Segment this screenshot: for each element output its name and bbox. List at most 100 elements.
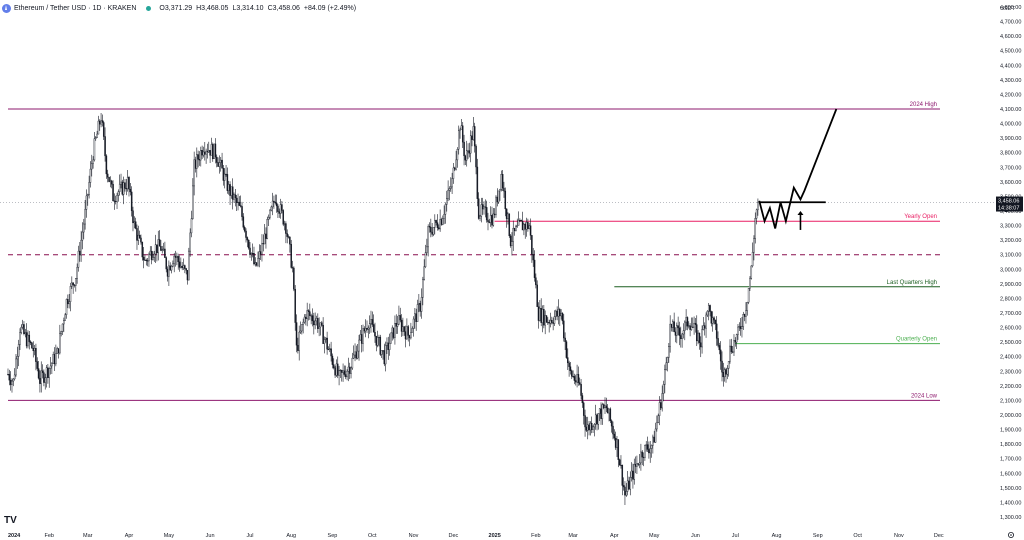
candle-body: [289, 236, 291, 245]
candle-body: [747, 288, 750, 303]
y-tick-label: 2,700.00: [1000, 311, 1021, 317]
candle-body: [348, 366, 351, 374]
candle-body: [177, 256, 179, 263]
candle-body: [72, 282, 74, 286]
y-tick-label: 4,500.00: [1000, 49, 1021, 55]
candle-body: [321, 322, 323, 326]
candle-body: [483, 206, 485, 210]
candle-body: [362, 328, 364, 344]
last-price-value: 3,458.06: [998, 199, 1019, 205]
candle-body: [428, 226, 431, 228]
candle-body: [569, 366, 572, 372]
candle-body: [374, 332, 376, 337]
y-tick-label: 3,800.00: [1000, 151, 1021, 157]
candle-body: [234, 194, 237, 199]
candle-body: [383, 350, 386, 365]
symbol-title[interactable]: Ethereum / Tether USD · 1D · KRAKEN: [14, 4, 137, 12]
y-tick-label: 3,200.00: [1000, 238, 1021, 244]
candle-body: [67, 299, 69, 305]
candle-body: [714, 319, 717, 325]
candle-body: [567, 357, 569, 364]
ohlc-change: +84.09 (+2.49%): [303, 4, 357, 12]
candle-body: [33, 348, 36, 352]
candle-body: [101, 120, 104, 123]
candle-body: [464, 155, 467, 161]
candle-body: [731, 351, 734, 353]
candle-body: [468, 150, 471, 154]
candle-body: [204, 151, 206, 155]
candle-body: [57, 348, 60, 354]
candle-body: [582, 402, 585, 416]
candle-body: [593, 424, 596, 428]
candle-body: [713, 317, 715, 321]
candle-body: [24, 332, 27, 335]
candle-body: [201, 150, 203, 156]
candle-body: [709, 305, 711, 312]
candle-body: [649, 448, 651, 454]
candle-body: [156, 244, 158, 253]
candle-body: [384, 345, 387, 365]
x-tick-label: May: [649, 533, 660, 539]
candle-body: [76, 267, 78, 279]
candle-body: [352, 354, 355, 359]
candle-body: [559, 309, 561, 317]
candle-body: [53, 354, 56, 365]
candle-body: [84, 209, 86, 225]
candle-body: [660, 402, 662, 409]
x-tick-label: Jul: [246, 533, 253, 539]
candle-body: [231, 186, 234, 200]
y-tick-label: 4,300.00: [1000, 78, 1021, 84]
candle-body: [632, 470, 634, 480]
candle-body: [511, 241, 513, 246]
arrow-head: [797, 211, 804, 215]
candle-body: [626, 480, 629, 492]
candle-body: [314, 320, 316, 326]
settings-gear-icon[interactable]: [1008, 532, 1015, 539]
candle-body: [392, 327, 395, 338]
candle-body: [64, 314, 66, 321]
candle-body: [686, 317, 689, 327]
candle-body: [125, 188, 128, 190]
candle-body: [656, 422, 658, 430]
candle-body: [539, 308, 541, 321]
candle-body: [387, 342, 390, 350]
candle-body: [640, 451, 642, 464]
candle-body: [245, 230, 247, 238]
level-label: 2024 Low: [911, 393, 938, 399]
candle-body: [109, 180, 112, 182]
candle-body: [508, 213, 511, 237]
candle-body: [646, 444, 649, 450]
currency-label[interactable]: USDT: [1000, 6, 1016, 12]
candle-body: [68, 301, 70, 305]
candle-body: [638, 462, 641, 465]
candle-body: [624, 486, 626, 496]
x-tick-label: Aug: [286, 533, 296, 539]
candle-body: [625, 491, 628, 496]
candle-body: [63, 320, 65, 325]
candle-body: [81, 231, 84, 241]
y-tick-label: 1,600.00: [1000, 471, 1021, 477]
candle-body: [532, 254, 534, 261]
candle-body: [388, 343, 391, 350]
tradingview-logo-icon[interactable]: TV: [4, 515, 17, 526]
candle-body: [390, 332, 392, 344]
candle-body: [43, 372, 45, 383]
x-tick-label: Aug: [772, 533, 782, 539]
candle-body: [79, 250, 81, 256]
candle-body: [580, 384, 582, 396]
candle-body: [590, 422, 593, 430]
candle-body: [573, 376, 576, 381]
candle-body: [618, 459, 621, 466]
candle-body: [484, 206, 487, 208]
candle-body: [568, 362, 570, 367]
candle-body: [616, 439, 618, 448]
candle-body: [650, 445, 653, 449]
ohlc-close: C3,458.06: [267, 4, 300, 12]
candle-body: [576, 374, 578, 383]
candle-body: [214, 143, 217, 158]
candle-body: [507, 213, 509, 219]
candle-body: [755, 209, 758, 219]
candle-body: [36, 361, 39, 369]
candle-body: [247, 239, 250, 249]
